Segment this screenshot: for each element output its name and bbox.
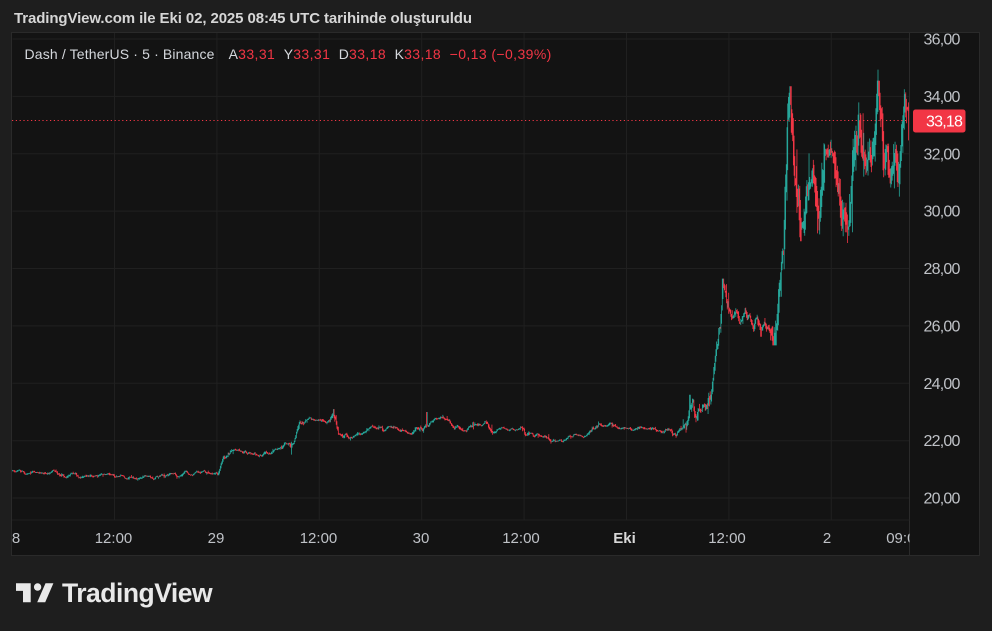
svg-text:30: 30	[413, 530, 430, 547]
svg-text:29: 29	[208, 530, 225, 547]
svg-text:32,00: 32,00	[924, 146, 961, 163]
svg-text:12:00: 12:00	[300, 530, 338, 547]
svg-text:22,00: 22,00	[924, 433, 961, 450]
svg-text:12:00: 12:00	[95, 530, 133, 547]
svg-text:8: 8	[12, 530, 20, 547]
svg-text:34,00: 34,00	[924, 89, 961, 106]
svg-text:33,18: 33,18	[926, 114, 963, 131]
svg-text:Eki: Eki	[613, 530, 636, 547]
svg-text:30,00: 30,00	[924, 204, 961, 221]
svg-text:36,00: 36,00	[924, 33, 961, 49]
svg-text:2: 2	[823, 530, 831, 547]
svg-text:09:00: 09:00	[886, 530, 924, 547]
svg-text:12:00: 12:00	[708, 530, 746, 547]
svg-text:26,00: 26,00	[924, 318, 961, 335]
svg-text:24,00: 24,00	[924, 376, 961, 393]
svg-text:12:00: 12:00	[502, 530, 540, 547]
svg-text:28,00: 28,00	[924, 261, 961, 278]
svg-text:20,00: 20,00	[924, 491, 961, 508]
